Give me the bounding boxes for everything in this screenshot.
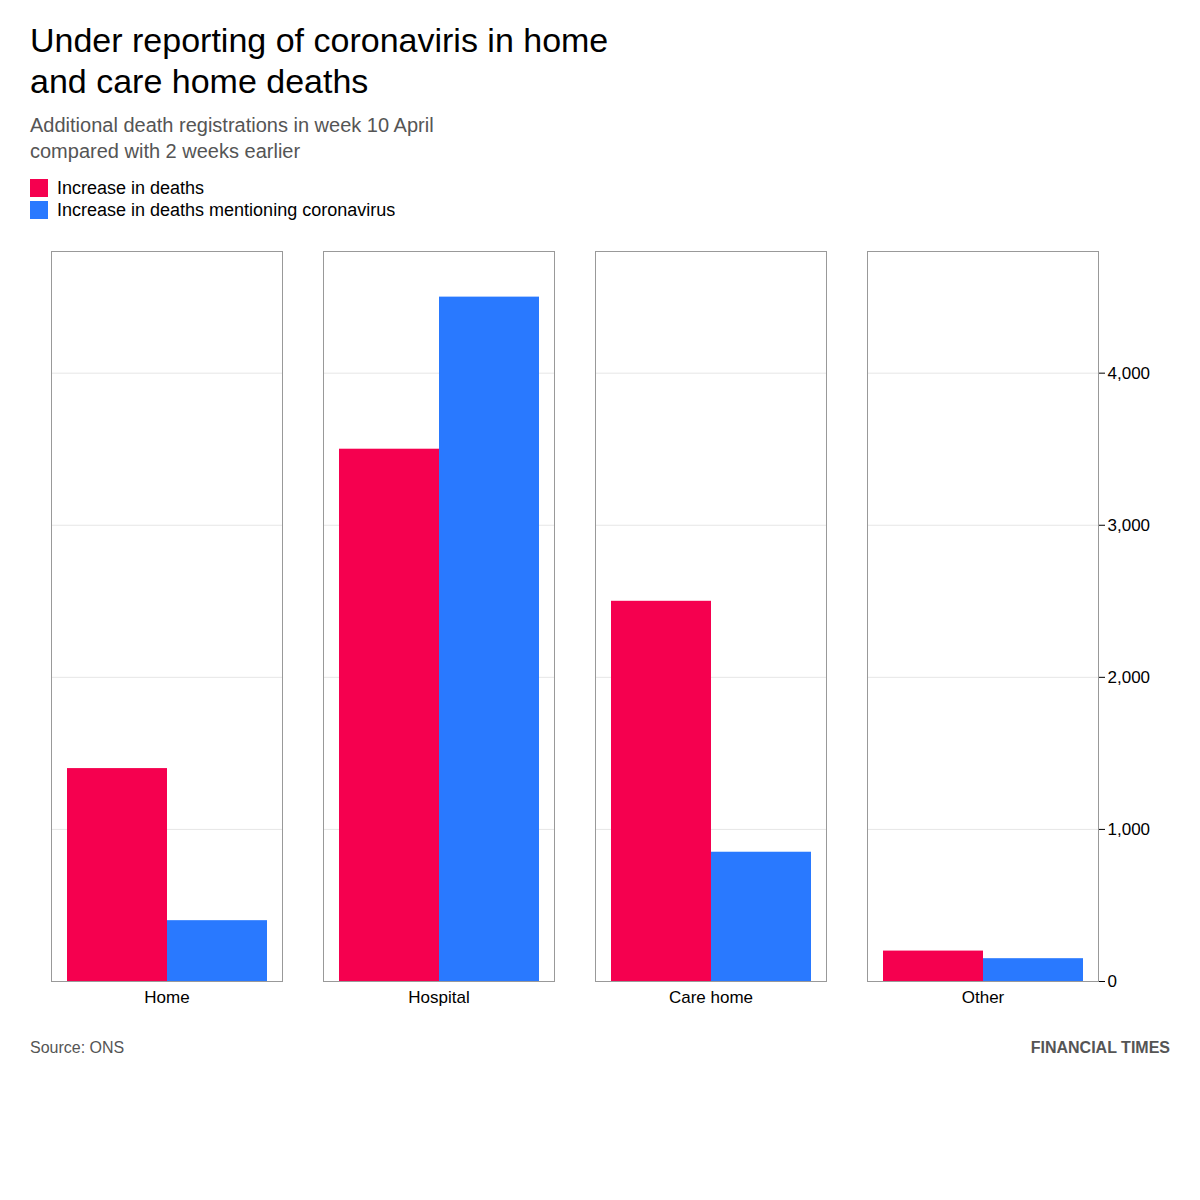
html-text:FINANCIAL TIMES: FINANCIAL TIMES: [1030, 1038, 1170, 1056]
html-text:compared with 2 weeks earlier: compared with 2 weeks earlier: [30, 139, 301, 162]
svg-text:Care home: Care home: [669, 987, 753, 1006]
html-text:Increase in deaths mentioning: Increase in deaths mentioning coronaviru…: [57, 199, 396, 220]
svg-text:Hospital: Hospital: [408, 987, 469, 1006]
svg-text:3,000: 3,000: [1108, 515, 1151, 534]
html-text:and care home deaths: and care home deaths: [30, 61, 369, 100]
html-text:Source: ONS: Source: ONS: [30, 1038, 125, 1056]
svg-text:Home: Home: [144, 987, 189, 1006]
html-text:Increase in deaths: Increase in deaths: [57, 177, 205, 198]
svg-text:4,000: 4,000: [1108, 363, 1151, 382]
html-text:Additional death registrations: Additional death registrations in week 1…: [30, 113, 434, 136]
svg-text:1,000: 1,000: [1108, 819, 1151, 838]
svg-text:Other: Other: [962, 987, 1005, 1006]
html-text:Under reporting of coronaviris: Under reporting of coronaviris in home: [30, 21, 609, 59]
svg-text:0: 0: [1108, 972, 1117, 991]
svg-text:2,000: 2,000: [1108, 667, 1151, 686]
